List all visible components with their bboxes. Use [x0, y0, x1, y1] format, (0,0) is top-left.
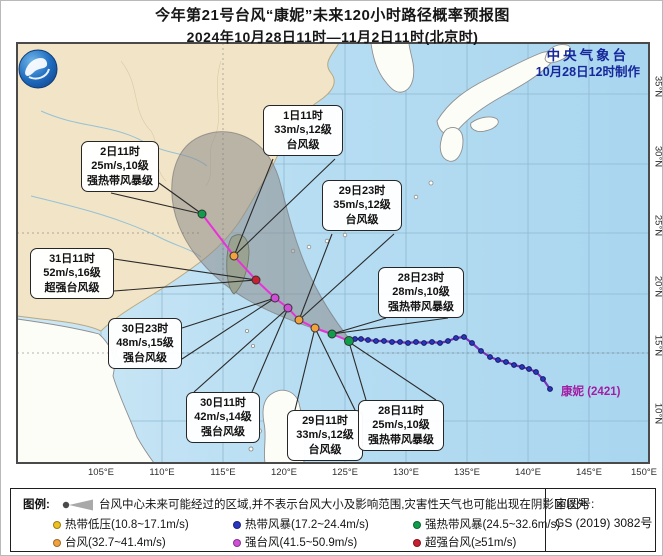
label-time: 29日11时: [302, 415, 348, 427]
lon-tick-135e: 135°E: [454, 467, 480, 478]
probability-cone: [171, 131, 353, 343]
forecast-label-day1-11h: 1日11时 33m/s,12级 台风级: [263, 105, 343, 156]
review-label: 审图号:: [555, 497, 595, 511]
lon-tick-140e: 140°E: [515, 467, 541, 478]
lat-tick-15n: 15°N: [652, 334, 663, 357]
forecast-label-30d-23h: 30日23时 48m/s,15级 强台风级: [108, 318, 182, 369]
page-subtitle: 2024年10月28日11时—11月2日11时(北京时): [186, 29, 479, 45]
label-wind: 28m/s,10级: [392, 286, 450, 299]
label-time: 29日23时: [338, 185, 386, 197]
storm-name-label: 康妮 (2421): [561, 386, 621, 398]
legend-label: 强热带风暴(24.5~32.6m/s): [425, 519, 561, 531]
legend-item-td: 热带低压(10.8~17.1m/s): [53, 516, 189, 532]
label-category: 超强台风级: [44, 281, 100, 294]
label-time: 30日23时: [121, 323, 169, 335]
title-block: 今年第21号台风“康妮”未来120小时路径概率预报图 2024年10月28日11…: [1, 4, 662, 47]
sty-dot-icon: [233, 539, 241, 547]
legend-item-super-ty: 超强台风(≥51m/s): [413, 534, 516, 550]
typhoon-track: [197, 209, 553, 392]
label-wind: 48m/s,15级: [116, 337, 174, 350]
legend-label: 热带低压(10.8~17.1m/s): [65, 519, 189, 531]
forecast-label-28d-11h: 28日11时 25m/s,10级 强热带风暴级: [358, 400, 444, 451]
lon-tick-150e: 150°E: [631, 467, 657, 478]
label-category: 强台风级: [123, 351, 167, 364]
indochina-landmass: [17, 318, 155, 463]
legend-label: 热带风暴(17.2~24.4m/s): [245, 519, 369, 531]
japan-islands: [436, 44, 571, 162]
agency-block: 中央气象台 10月28日12时制作: [536, 48, 640, 81]
legend-label: 超强台风(≥51m/s): [425, 537, 517, 549]
lon-tick-120e: 120°E: [271, 467, 297, 478]
lat-tick-10n: 10°N: [652, 402, 663, 425]
cone-icon: [62, 499, 93, 511]
lon-tick-145e: 145°E: [576, 467, 602, 478]
legend-label: 台风(32.7~41.4m/s): [65, 537, 166, 549]
label-wind: 25m/s,10级: [91, 160, 149, 173]
label-time: 28日23时: [397, 272, 445, 284]
ts-dot-icon: [233, 521, 241, 529]
agency-name: 中央气象台: [546, 48, 630, 63]
lon-tick-115e: 115°E: [210, 467, 236, 478]
map-review-number: 审图号: GS (2019) 3082号: [555, 495, 655, 533]
lon-tick-125e: 125°E: [332, 467, 358, 478]
lat-tick-30n: 30°N: [652, 145, 663, 168]
legend-cone-note: 台风中心未来可能经过的区域,并不表示台风大小及影响范围,灾害性天气也可能出现在阴…: [99, 499, 589, 511]
ty-dot-icon: [53, 539, 61, 547]
korea-peninsula: [370, 43, 415, 93]
legend-divider: [545, 489, 546, 551]
cma-logo-icon: [18, 49, 58, 89]
legend-item-ts: 热带风暴(17.2~24.4m/s): [233, 516, 369, 532]
label-wind: 33m/s,12级: [296, 429, 354, 442]
legend-title: 图例:: [23, 499, 50, 511]
forecast-label-29d-11h: 29日11时 33m/s,12级 台风级: [287, 410, 363, 461]
label-wind: 33m/s,12级: [274, 124, 332, 137]
forecast-label-31d-11h: 31日11时 52m/s,16级 超强台风级: [30, 248, 114, 299]
td-dot-icon: [53, 521, 61, 529]
legend-item-sty: 强台风(41.5~50.9m/s): [233, 534, 357, 550]
label-time: 31日11时: [49, 253, 95, 265]
lon-tick-110e: 110°E: [149, 467, 175, 478]
lat-tick-20n: 20°N: [652, 275, 663, 298]
lat-tick-35n: 35°N: [652, 75, 663, 98]
legend-box: 图例: 台风中心未来可能经过的区域,并不表示台风大小及影响范围,灾害性天气也可能…: [10, 488, 656, 552]
review-number: GS (2019) 3082号: [555, 516, 653, 531]
sts-dot-icon: [413, 521, 421, 529]
label-wind: 25m/s,10级: [372, 419, 430, 432]
lat-tick-25n: 25°N: [652, 214, 663, 237]
forecast-label-day2-11h: 2日11时 25m/s,10级 强热带风暴级: [81, 141, 159, 192]
super-ty-dot-icon: [413, 539, 421, 547]
label-time: 28日11时: [378, 405, 424, 417]
page-title: 今年第21号台风“康妮”未来120小时路径概率预报图: [155, 7, 510, 24]
label-time: 2日11时: [100, 146, 140, 158]
label-wind: 52m/s,16级: [43, 267, 101, 280]
lon-tick-105e: 105°E: [88, 467, 114, 478]
lon-tick-130e: 130°E: [393, 467, 419, 478]
label-wind: 42m/s,14级: [194, 411, 252, 424]
legend-item-sts: 强热带风暴(24.5~32.6m/s): [413, 516, 560, 532]
issue-time: 10月28日12时制作: [535, 64, 640, 79]
label-category: 台风级: [286, 138, 320, 151]
forecast-label-30d-11h: 30日11时 42m/s,14级 强台风级: [186, 392, 260, 443]
label-category: 强热带风暴级: [388, 300, 454, 313]
label-time: 30日11时: [200, 397, 246, 409]
label-wind: 35m/s,12级: [333, 199, 391, 212]
label-category: 强热带风暴级: [87, 174, 153, 187]
label-time: 1日11时: [283, 110, 323, 122]
label-category: 台风级: [308, 443, 342, 456]
forecast-label-28d-23h: 28日23时 28m/s,10级 强热带风暴级: [378, 267, 464, 318]
label-category: 强台风级: [201, 425, 245, 438]
forecast-label-29d-23h: 29日23时 35m/s,12级 台风级: [322, 180, 402, 231]
legend-label: 强台风(41.5~50.9m/s): [245, 537, 358, 549]
label-category: 强热带风暴级: [368, 433, 434, 446]
leader-lines: [110, 158, 449, 411]
label-category: 台风级: [345, 213, 379, 226]
map-frame: [16, 42, 650, 464]
legend-item-ty: 台风(32.7~41.4m/s): [53, 534, 166, 550]
